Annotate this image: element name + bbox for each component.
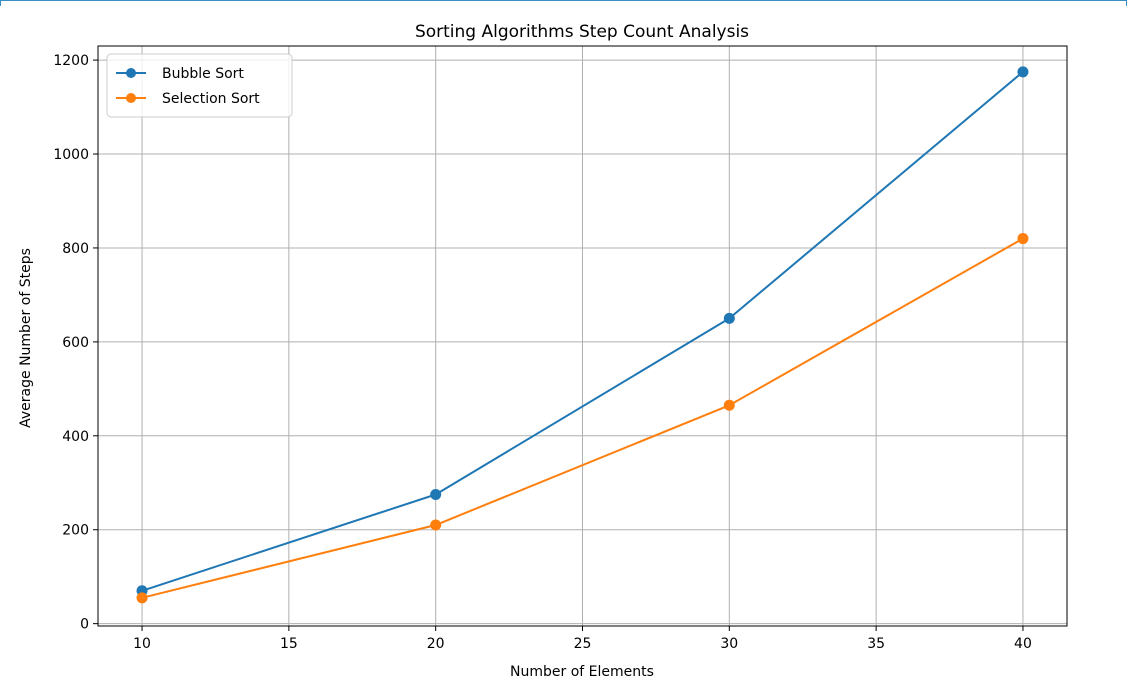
- y-axis-ticks: 0 200 400 600 800 1000 1200: [53, 53, 98, 633]
- data-point-selection-sort: [1017, 233, 1029, 245]
- x-tick-label: 25: [574, 636, 592, 652]
- series-selection-sort: [136, 233, 1029, 604]
- data-point-selection-sort: [723, 399, 735, 411]
- data-point-bubble-sort: [430, 489, 442, 501]
- y-tick-label: 800: [62, 241, 89, 257]
- x-axis-ticks: 10 15 20 25 30 35 40: [133, 626, 1032, 652]
- series-line-selection-sort: [141, 237, 1024, 599]
- grid-lines: [98, 46, 1067, 626]
- data-point-bubble-sort: [1017, 66, 1029, 78]
- data-series: [136, 66, 1029, 604]
- cell-left-border: [0, 0, 1, 6]
- legend-label-bubble-sort: Bubble Sort: [162, 66, 244, 82]
- x-tick-label: 30: [720, 636, 738, 652]
- y-tick-label: 200: [62, 523, 89, 539]
- x-tick-label: 10: [133, 636, 151, 652]
- data-point-selection-sort: [136, 592, 148, 604]
- y-axis-label: Average Number of Steps: [18, 248, 34, 428]
- x-axis-label: Number of Elements: [510, 664, 654, 680]
- legend: Bubble Sort Selection Sort: [106, 53, 293, 118]
- legend-item-bubble-sort: Bubble Sort: [116, 66, 244, 82]
- data-point-bubble-sort: [723, 312, 735, 324]
- legend-label-selection-sort: Selection Sort: [162, 91, 260, 107]
- y-tick-label: 600: [62, 335, 89, 351]
- series-line-bubble-sort: [141, 71, 1024, 592]
- y-tick-label: 1200: [53, 53, 89, 69]
- y-tick-label: 400: [62, 429, 89, 445]
- cell-top-border: [0, 0, 1127, 1]
- x-tick-label: 20: [427, 636, 445, 652]
- data-point-selection-sort: [430, 519, 442, 531]
- y-tick-label: 0: [80, 617, 89, 633]
- y-tick-label: 1000: [53, 147, 89, 163]
- legend-box: [106, 53, 293, 118]
- chart-title: Sorting Algorithms Step Count Analysis: [415, 22, 749, 42]
- legend-marker-bubble-sort: [126, 68, 136, 78]
- x-tick-label: 15: [280, 636, 298, 652]
- legend-marker-selection-sort: [126, 93, 136, 103]
- legend-item-selection-sort: Selection Sort: [116, 91, 260, 107]
- x-tick-label: 40: [1014, 636, 1032, 652]
- x-tick-label: 35: [867, 636, 885, 652]
